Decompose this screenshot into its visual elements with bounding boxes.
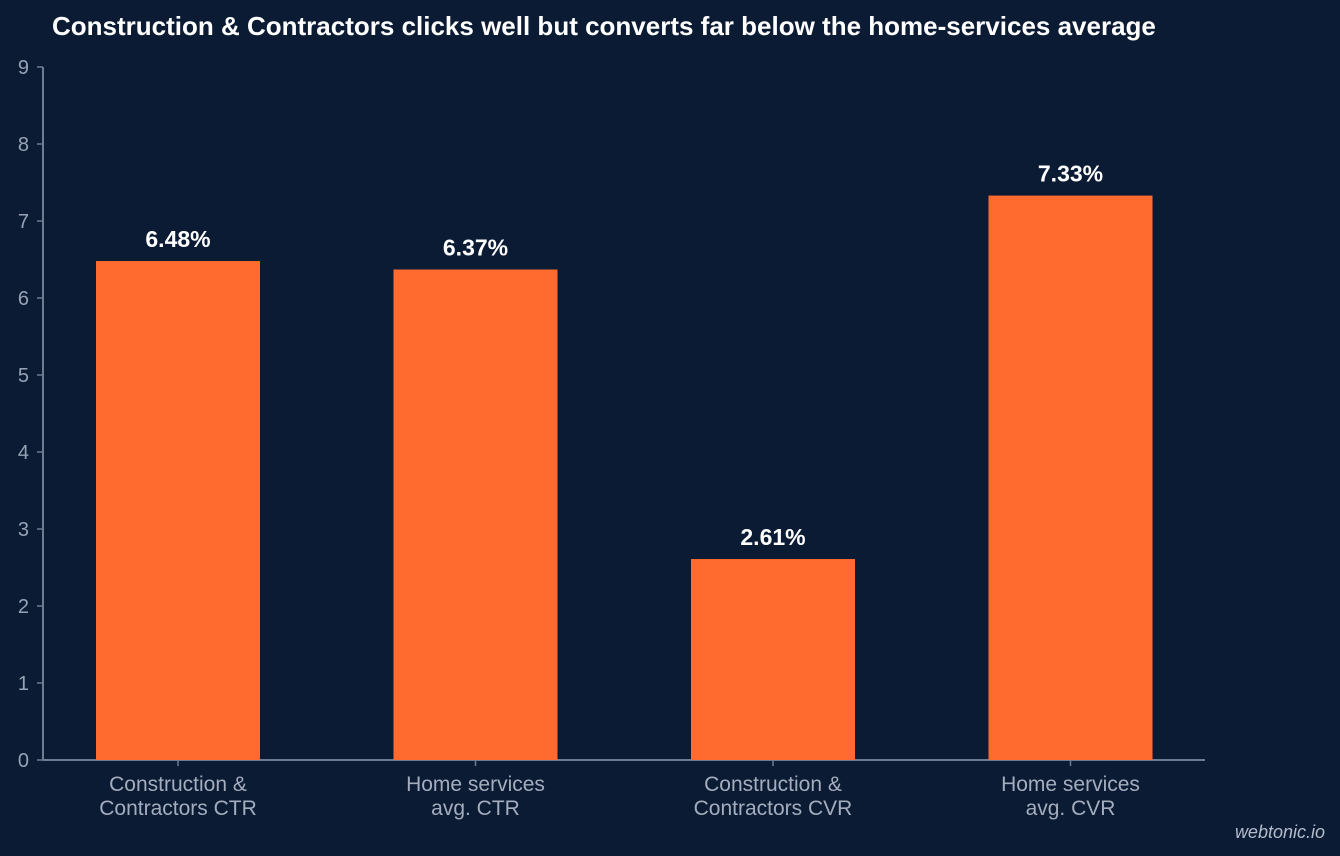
y-tick-label: 4 — [18, 442, 29, 464]
y-tick-label: 5 — [18, 365, 29, 387]
bar-value-label: 6.37% — [443, 235, 508, 261]
y-tick-label: 0 — [18, 750, 29, 772]
bar — [691, 559, 855, 760]
bar-value-label: 2.61% — [740, 524, 805, 550]
y-tick-label: 2 — [18, 596, 29, 618]
y-tick-label: 8 — [18, 134, 29, 156]
bar — [988, 195, 1153, 761]
x-category-label: Home services — [406, 773, 545, 796]
x-category-label: Construction & — [704, 773, 842, 796]
bars — [96, 195, 1153, 761]
x-category-label: avg. CVR — [1026, 797, 1116, 820]
bar-value-label: 6.48% — [145, 226, 210, 252]
x-category-label: Contractors CTR — [99, 797, 257, 820]
bar — [96, 261, 260, 760]
y-tick-label: 7 — [18, 211, 29, 233]
y-tick-label: 3 — [18, 519, 29, 541]
bar-value-label: 7.33% — [1038, 161, 1103, 187]
bar — [393, 269, 558, 760]
x-axis — [43, 759, 1205, 766]
chart-title: Construction & Contractors clicks well b… — [52, 11, 1156, 41]
y-tick-label: 9 — [18, 57, 29, 79]
x-category-label: avg. CTR — [431, 797, 520, 820]
y-tick-label: 1 — [18, 673, 29, 695]
x-category-label: Home services — [1001, 773, 1140, 796]
y-axis: 0 1 2 3 4 5 6 7 8 9 — [18, 57, 44, 772]
x-category-label: Contractors CVR — [694, 797, 853, 820]
watermark: webtonic.io — [1235, 822, 1325, 842]
y-tick-label: 6 — [18, 288, 29, 310]
x-category-label: Construction & — [109, 773, 247, 796]
data-labels: 6.48% 6.37% 2.61% 7.33% — [145, 161, 1103, 550]
